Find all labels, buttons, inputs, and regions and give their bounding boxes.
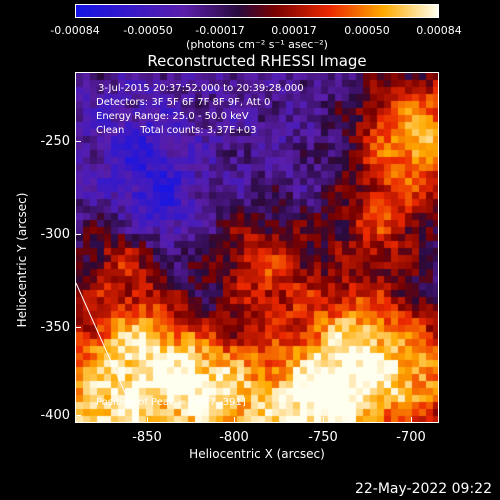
x-tick-label: -850 (132, 430, 162, 445)
y-tick (75, 327, 81, 328)
peak-position-text: Position of Peak = [-877,-391] (96, 397, 246, 408)
x-tick-label: -750 (308, 430, 338, 445)
colorbar-tick: -0.00084 (50, 24, 100, 37)
y-tick (75, 141, 81, 142)
colorbar-units: (photons cm⁻² s⁻¹ asec⁻²) (186, 38, 328, 51)
x-tick (234, 417, 235, 423)
y-tick-label: -300 (40, 227, 70, 242)
clean-counts-text: Clean Total counts: 3.37E+03 (96, 125, 257, 136)
image-title: Reconstructed RHESSI Image (147, 52, 367, 70)
colorbar-tick: 0.00084 (416, 24, 462, 37)
x-tick-label: -800 (219, 430, 249, 445)
y-tick-label: -250 (40, 134, 70, 149)
detectors-text: Detectors: 3F 5F 6F 7F 8F 9F, Att 0 (96, 97, 271, 108)
colorbar-tick: -0.00050 (123, 24, 173, 37)
energy-range-text: Energy Range: 25.0 - 50.0 keV (96, 111, 249, 122)
heatmap-image (76, 73, 438, 422)
image-plot: 3-Jul-2015 20:37:52.000 to 20:39:28.000 … (75, 72, 439, 423)
y-tick (75, 234, 81, 235)
x-tick (411, 417, 412, 423)
colorbar (75, 4, 439, 18)
timestamp: 22-May-2022 09:22 (354, 481, 492, 497)
x-tick-label: -700 (396, 430, 426, 445)
colorbar-tick: -0.00017 (195, 24, 245, 37)
y-tick-label: -400 (40, 408, 70, 423)
time-range-text: 3-Jul-2015 20:37:52.000 to 20:39:28.000 (98, 83, 304, 94)
y-tick-label: -350 (40, 320, 70, 335)
colorbar-tick: 0.00050 (344, 24, 390, 37)
y-tick (75, 415, 81, 416)
colorbar-tick: 0.00017 (271, 24, 317, 37)
y-axis-title: Heliocentric Y (arcsec) (15, 192, 29, 328)
x-axis-title: Heliocentric X (arcsec) (189, 447, 325, 461)
x-tick (147, 417, 148, 423)
x-tick (323, 417, 324, 423)
limb-line (76, 282, 139, 422)
